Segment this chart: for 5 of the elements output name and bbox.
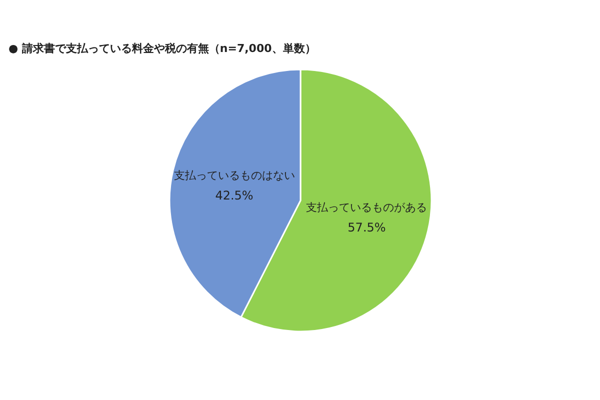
slice-label: 支払っているものはない (174, 169, 295, 182)
slice-label: 支払っているものがある (306, 200, 428, 214)
chart-title: ● 請求書で支払っている料金や税の有無（n=7,000、単数） (8, 42, 316, 55)
data-label: 42.5% (215, 188, 254, 203)
data-label: 57.5% (348, 220, 386, 234)
